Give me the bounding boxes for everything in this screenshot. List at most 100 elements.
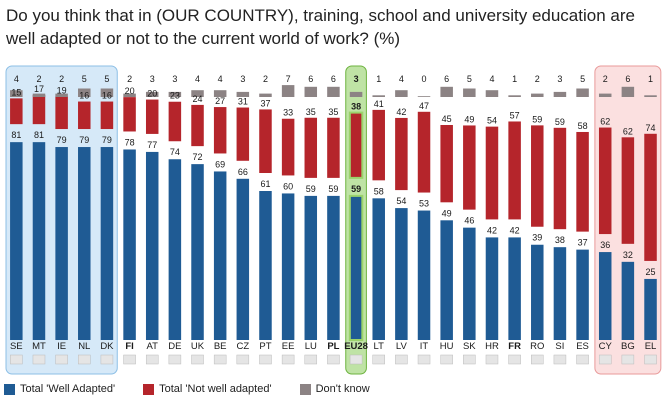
label-notwell-ie: 19 bbox=[57, 85, 67, 95]
bar-dontknow-cy bbox=[598, 93, 612, 97]
bar-dontknow-pl bbox=[327, 86, 340, 97]
label-dontknow-hu: 6 bbox=[444, 74, 449, 84]
label-dontknow-ie: 2 bbox=[59, 74, 64, 84]
label-notwell-uk: 24 bbox=[193, 94, 203, 104]
label-dontknow-bg: 6 bbox=[625, 74, 630, 84]
label-well-at: 77 bbox=[147, 140, 157, 150]
bar-well-bg bbox=[621, 261, 635, 340]
bar-well-lt bbox=[372, 198, 385, 340]
bar-notwell-pt bbox=[259, 109, 272, 174]
label-well-de: 74 bbox=[170, 147, 180, 157]
flag-icon-uk bbox=[191, 354, 204, 365]
flag-icon-es bbox=[576, 354, 589, 365]
label-dontknow-dk: 5 bbox=[104, 74, 109, 84]
category-label-de: DE bbox=[168, 341, 181, 352]
category-label-hu: HU bbox=[440, 341, 454, 352]
bar-dontknow-el bbox=[644, 95, 657, 97]
bar-dontknow-ie bbox=[55, 93, 68, 97]
label-well-el: 25 bbox=[646, 267, 656, 277]
label-notwell-si: 59 bbox=[555, 117, 565, 127]
flag-icon-se bbox=[10, 354, 23, 365]
label-well-si: 38 bbox=[555, 235, 565, 245]
flag-icon-nl bbox=[78, 354, 91, 365]
flag-icon-de bbox=[168, 354, 182, 365]
bar-well-uk bbox=[191, 164, 204, 340]
bar-well-es bbox=[576, 249, 589, 340]
category-label-se: SE bbox=[10, 341, 23, 352]
bar-dontknow-dk bbox=[100, 88, 114, 97]
category-label-hr: HR bbox=[485, 341, 499, 352]
legend-swatch-dont-know bbox=[299, 383, 311, 395]
bar-dontknow-it bbox=[417, 96, 431, 97]
label-well-sk: 46 bbox=[464, 216, 474, 226]
bar-dontknow-hu bbox=[440, 86, 453, 97]
bar-well-cy bbox=[598, 252, 612, 340]
bars-layer bbox=[10, 85, 657, 341]
flag-icon-hr bbox=[485, 354, 499, 365]
chart-title: Do you think that in (OUR COUNTRY), trai… bbox=[6, 6, 635, 48]
label-well-uk: 72 bbox=[193, 152, 203, 162]
label-notwell-ee: 33 bbox=[283, 108, 293, 118]
bar-dontknow-sk bbox=[463, 88, 476, 97]
bar-dontknow-es bbox=[576, 88, 589, 97]
label-well-pl: 59 bbox=[328, 184, 338, 194]
category-label-bg: BG bbox=[621, 341, 635, 352]
legend-label-not-well-adapted: Total 'Not well adapted' bbox=[159, 383, 272, 395]
flag-icon-sk bbox=[463, 354, 476, 365]
flag-icon-ro bbox=[531, 354, 544, 365]
bar-notwell-hr bbox=[485, 126, 499, 220]
label-dontknow-mt: 2 bbox=[36, 74, 41, 84]
bar-notwell-be bbox=[213, 107, 227, 154]
category-label-nl: NL bbox=[78, 341, 90, 352]
label-well-ee: 60 bbox=[283, 181, 293, 191]
flag-icon-ee bbox=[281, 354, 295, 365]
label-notwell-hr: 54 bbox=[487, 116, 497, 126]
flag-icon-lt bbox=[372, 354, 385, 365]
bar-well-de bbox=[168, 159, 182, 340]
category-label-ro: RO bbox=[530, 341, 544, 352]
label-dontknow-eu28: 3 bbox=[354, 74, 359, 84]
label-well-ie: 79 bbox=[57, 135, 67, 145]
category-label-el: EL bbox=[645, 341, 657, 352]
label-dontknow-lv: 4 bbox=[399, 74, 404, 84]
bar-dontknow-fr bbox=[508, 95, 521, 97]
bar-well-se bbox=[10, 142, 23, 340]
flag-icon-ie bbox=[55, 354, 68, 365]
bar-well-ro bbox=[531, 244, 544, 340]
flag-icon-si bbox=[553, 354, 567, 365]
legend-swatch-well-adapted bbox=[4, 383, 15, 395]
bar-well-sk bbox=[463, 227, 476, 340]
bar-notwell-dk bbox=[100, 101, 114, 130]
flag-icon-dk bbox=[100, 354, 114, 365]
label-notwell-fi: 20 bbox=[125, 86, 135, 96]
bar-well-pl bbox=[327, 195, 340, 340]
label-dontknow-lu: 6 bbox=[308, 74, 313, 84]
bar-well-lu bbox=[304, 195, 318, 340]
label-notwell-se: 15 bbox=[11, 87, 21, 97]
label-dontknow-cz: 3 bbox=[240, 74, 245, 84]
label-well-bg: 32 bbox=[623, 250, 633, 260]
bar-notwell-sk bbox=[463, 125, 476, 210]
label-notwell-ro: 59 bbox=[532, 114, 542, 124]
legend-item-not-well-adapted: Total 'Not well adapted' bbox=[143, 383, 272, 395]
label-notwell-lv: 42 bbox=[396, 107, 406, 117]
label-well-se: 81 bbox=[11, 130, 21, 140]
bar-notwell-pl bbox=[327, 117, 340, 178]
bar-notwell-si bbox=[553, 127, 567, 230]
label-well-es: 37 bbox=[578, 238, 588, 248]
label-notwell-el: 74 bbox=[646, 123, 656, 133]
label-well-dk: 79 bbox=[102, 135, 112, 145]
bar-notwell-de bbox=[168, 101, 182, 142]
bar-notwell-es bbox=[576, 131, 589, 232]
flag-icon-lu bbox=[304, 354, 318, 365]
bar-notwell-ee bbox=[281, 118, 295, 176]
bar-dontknow-ee bbox=[281, 85, 295, 97]
label-dontknow-pl: 6 bbox=[331, 74, 336, 84]
category-label-sk: SK bbox=[463, 341, 476, 352]
bar-notwell-eu28 bbox=[348, 111, 364, 179]
bar-dontknow-ro bbox=[531, 93, 544, 97]
category-label-es: ES bbox=[576, 341, 589, 352]
legend: Total 'Well Adapted' Total 'Not well ada… bbox=[4, 381, 398, 397]
bar-well-fr bbox=[508, 237, 521, 340]
